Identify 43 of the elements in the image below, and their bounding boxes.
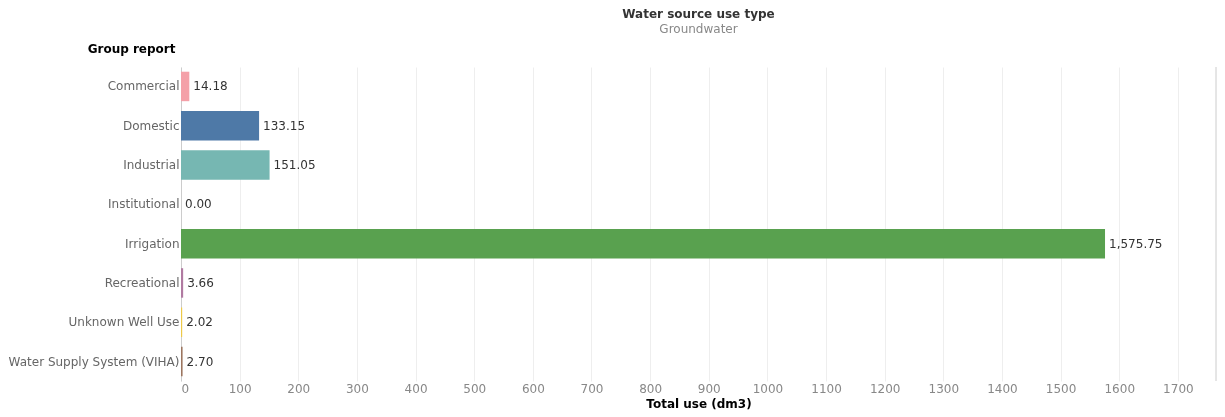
y-tick-label: Institutional [108, 197, 180, 212]
bar [181, 71, 190, 102]
y-tick-label: Unknown Well Use [68, 315, 180, 330]
bar [181, 150, 270, 180]
data-label: 133.15 [263, 118, 306, 133]
x-tick-label: 300 [345, 381, 369, 396]
x-tick-label: 1200 [869, 381, 901, 396]
x-tick-label: 800 [639, 381, 663, 396]
chart-subtitle: Groundwater [659, 22, 738, 36]
bar [181, 228, 1106, 259]
data-label: 3.66 [187, 275, 214, 290]
y-axis-title: Group report [87, 41, 176, 56]
x-tick-label: 1100 [811, 381, 842, 396]
x-tick-label: 1400 [987, 381, 1018, 396]
bar [181, 111, 260, 141]
x-tick-label: 1000 [752, 381, 784, 396]
data-label: 2.02 [186, 315, 213, 330]
x-tick-label: 500 [463, 381, 487, 396]
data-label: 2.70 [186, 354, 214, 369]
x-tick-label: 600 [521, 381, 545, 396]
y-tick-label: Domestic [122, 118, 180, 133]
x-tick-label: 0 [181, 381, 190, 396]
x-tick-label: 400 [404, 381, 428, 396]
x-tick-label: 200 [287, 381, 311, 396]
x-axis-title: Total use (dm3) [646, 396, 752, 411]
x-tick-label: 1300 [928, 381, 960, 396]
x-tick-label: 900 [697, 381, 721, 396]
y-tick-label: Commercial [107, 79, 180, 94]
x-tick-label: 100 [228, 381, 252, 396]
y-tick-label: Water Supply System (VIHA) [8, 354, 180, 369]
y-tick-label: Recreational [104, 275, 180, 290]
data-label: 0.00 [185, 197, 212, 212]
y-tick-label: Irrigation [125, 236, 180, 251]
y-tick-label: Industrial [123, 158, 180, 173]
bar [181, 268, 184, 298]
data-label: 151.05 [273, 158, 316, 173]
data-label: 14.18 [193, 79, 228, 94]
x-tick-label: 1500 [1045, 381, 1077, 396]
x-tick-label: 700 [580, 381, 604, 396]
chart-title: Water source use type [622, 7, 775, 21]
x-tick-label: 1700 [1163, 381, 1194, 396]
data-label: 1,575.75 [1109, 236, 1163, 251]
x-tick-label: 1600 [1104, 381, 1136, 396]
